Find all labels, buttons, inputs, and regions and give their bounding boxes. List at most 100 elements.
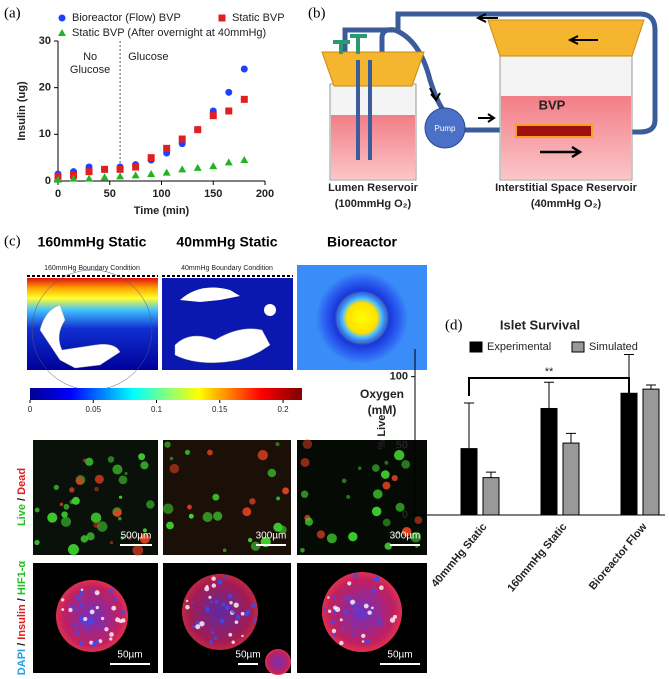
cell — [146, 500, 155, 509]
significance-bracket — [468, 377, 630, 396]
x-tick-label: 100 — [152, 188, 170, 200]
scale-bar-label: 50µm — [117, 650, 142, 661]
significance-label: ** — [545, 366, 554, 378]
row-label-part: Live — [16, 504, 28, 526]
nucleus — [225, 605, 230, 611]
error-bar — [646, 384, 656, 390]
point — [194, 126, 202, 134]
row-label: Live / Dead — [16, 468, 28, 526]
cell — [75, 476, 84, 485]
point — [116, 165, 124, 173]
nucleus — [211, 583, 216, 588]
x-tick-label: 150 — [204, 188, 222, 200]
nucleus — [350, 599, 356, 605]
cell — [93, 522, 100, 528]
nucleus — [371, 606, 374, 610]
nucleus — [111, 605, 117, 611]
cell — [63, 503, 70, 510]
nucleus — [213, 636, 218, 641]
row-label: DAPI / Insulin / HIF1-α — [16, 561, 28, 676]
cell — [247, 537, 253, 543]
nucleus — [375, 576, 380, 581]
nucleus — [88, 619, 94, 625]
nucleus — [68, 607, 73, 613]
nucleus — [365, 639, 370, 644]
nucleus — [221, 602, 226, 607]
nucleus — [228, 632, 233, 637]
nucleus — [104, 627, 109, 632]
nucleus — [343, 610, 348, 615]
colorbar-label: Oxygen — [360, 387, 404, 401]
nucleus — [100, 624, 103, 627]
nucleus — [234, 620, 239, 624]
scale-bars — [110, 544, 420, 665]
cell — [249, 498, 256, 505]
cell — [300, 490, 309, 499]
nucleus — [327, 596, 330, 599]
cell — [267, 468, 277, 478]
cell — [109, 541, 114, 545]
point — [54, 175, 62, 183]
colorbar-tick-label: 0.2 — [277, 405, 289, 414]
nucleus — [371, 612, 375, 616]
diagram-label: Lumen Reservoir — [328, 182, 419, 194]
x-tick-label: 50 — [104, 188, 116, 200]
y-tick-label: 0 — [45, 175, 51, 187]
colorbar-tick-label: 0.1 — [151, 405, 163, 414]
legend-label: Experimental — [487, 341, 551, 353]
cell — [202, 512, 213, 523]
cell — [316, 530, 326, 539]
error-bar — [464, 402, 474, 449]
legend-swatch — [571, 341, 585, 353]
y-axis-label: % Live — [376, 415, 388, 450]
point — [209, 162, 218, 170]
nucleus — [371, 588, 377, 594]
point — [240, 95, 248, 103]
nucleus — [241, 634, 244, 638]
cell — [401, 526, 412, 537]
bar — [562, 442, 580, 516]
nucleus — [94, 590, 100, 596]
column-header: 160mmHg Static — [38, 234, 147, 250]
cell — [300, 457, 310, 468]
nucleus — [109, 637, 113, 641]
point — [100, 173, 109, 181]
nucleus — [209, 600, 213, 604]
bar — [460, 448, 478, 516]
nucleus — [379, 585, 384, 591]
nucleus — [367, 610, 372, 615]
y-tick-label: 20 — [39, 82, 51, 94]
point — [132, 163, 140, 171]
nucleus — [231, 640, 235, 644]
cell — [34, 539, 40, 546]
nucleus — [206, 609, 210, 613]
cell — [278, 525, 287, 534]
cell — [371, 506, 382, 517]
error-bar — [544, 381, 554, 409]
cell — [341, 478, 347, 484]
cell — [300, 547, 305, 553]
cell — [395, 502, 405, 512]
nucleus — [331, 628, 337, 634]
cell — [80, 535, 89, 543]
nucleus — [208, 640, 213, 645]
nucleus — [229, 601, 233, 605]
nucleus — [332, 595, 336, 599]
nucleus — [334, 606, 341, 613]
nucleus — [191, 624, 196, 628]
diagram-label: (40mmHg O₂) — [531, 198, 602, 210]
cell — [384, 542, 392, 550]
nucleus — [80, 588, 84, 592]
scale-bar-label: 300µm — [390, 531, 421, 542]
point — [225, 107, 233, 115]
nucleus — [78, 589, 85, 595]
cell — [380, 470, 390, 479]
cell — [357, 466, 362, 470]
nucleus — [327, 609, 332, 613]
nucleus — [363, 603, 369, 609]
nucleus — [185, 599, 189, 603]
panel-label: (b) — [308, 5, 326, 21]
nucleus — [120, 610, 126, 615]
nucleus — [109, 632, 114, 637]
nucleus — [78, 640, 85, 647]
